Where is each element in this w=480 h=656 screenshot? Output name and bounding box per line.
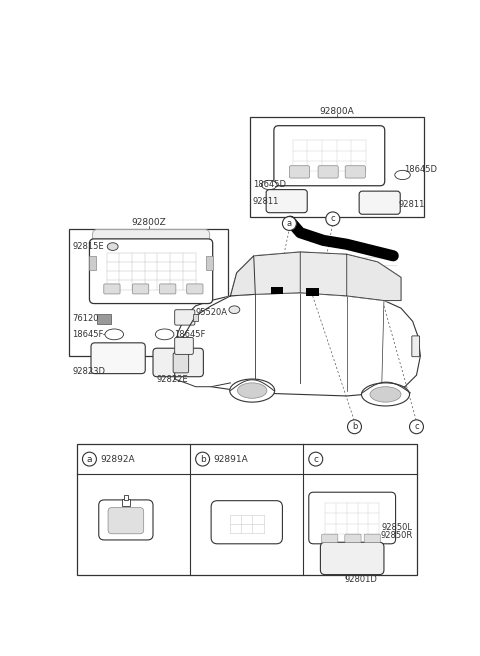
Text: 18645D: 18645D: [404, 165, 437, 174]
Text: 92811: 92811: [399, 199, 425, 209]
Text: 92850L: 92850L: [382, 523, 413, 532]
Bar: [69, 229, 228, 356]
Ellipse shape: [282, 216, 296, 230]
Bar: [306, 288, 319, 296]
Text: a: a: [87, 455, 92, 464]
Bar: [250, 117, 424, 217]
Text: 92850R: 92850R: [380, 531, 413, 540]
Bar: [123, 495, 128, 500]
Polygon shape: [175, 296, 230, 387]
FancyBboxPatch shape: [175, 310, 195, 325]
Ellipse shape: [395, 171, 410, 180]
Text: c: c: [331, 215, 335, 223]
Text: 92891A: 92891A: [214, 455, 248, 464]
Text: 76120: 76120: [72, 314, 99, 323]
Text: 92823D: 92823D: [72, 367, 106, 376]
Ellipse shape: [326, 212, 340, 226]
Text: 18645F: 18645F: [174, 330, 205, 339]
Polygon shape: [175, 293, 420, 396]
FancyBboxPatch shape: [93, 230, 210, 288]
FancyBboxPatch shape: [89, 239, 213, 304]
FancyBboxPatch shape: [277, 129, 382, 182]
Ellipse shape: [83, 452, 96, 466]
FancyBboxPatch shape: [321, 543, 384, 575]
FancyBboxPatch shape: [187, 284, 203, 294]
FancyBboxPatch shape: [345, 534, 361, 543]
Text: 18645D: 18645D: [253, 180, 286, 190]
FancyBboxPatch shape: [318, 166, 338, 178]
FancyBboxPatch shape: [211, 501, 282, 544]
Ellipse shape: [262, 180, 277, 190]
Ellipse shape: [409, 420, 423, 434]
Ellipse shape: [156, 329, 174, 340]
Text: 92800Z: 92800Z: [132, 218, 166, 227]
FancyBboxPatch shape: [153, 348, 204, 377]
Text: 92800A: 92800A: [320, 106, 354, 115]
Bar: [89, 256, 96, 270]
Ellipse shape: [370, 387, 401, 402]
Ellipse shape: [309, 452, 323, 466]
FancyBboxPatch shape: [289, 166, 310, 178]
FancyBboxPatch shape: [364, 534, 381, 543]
FancyBboxPatch shape: [412, 336, 420, 357]
FancyBboxPatch shape: [108, 508, 144, 534]
Ellipse shape: [230, 379, 275, 402]
FancyBboxPatch shape: [359, 191, 400, 215]
FancyBboxPatch shape: [91, 343, 145, 374]
Text: 92811: 92811: [253, 197, 279, 207]
Text: 92892A: 92892A: [100, 455, 135, 464]
FancyBboxPatch shape: [99, 500, 153, 540]
Ellipse shape: [348, 420, 361, 434]
Ellipse shape: [107, 243, 118, 251]
FancyBboxPatch shape: [274, 126, 385, 186]
Ellipse shape: [361, 383, 409, 406]
Bar: [97, 314, 111, 323]
Polygon shape: [230, 252, 401, 300]
Polygon shape: [230, 256, 255, 296]
Text: a: a: [287, 219, 292, 228]
Text: 92815E: 92815E: [72, 242, 104, 251]
FancyBboxPatch shape: [175, 337, 193, 354]
Polygon shape: [347, 255, 401, 300]
Text: c: c: [313, 455, 318, 464]
FancyBboxPatch shape: [345, 166, 365, 178]
Bar: [206, 256, 213, 270]
FancyBboxPatch shape: [159, 284, 176, 294]
Text: 95520A: 95520A: [196, 308, 228, 318]
Ellipse shape: [105, 329, 123, 340]
Text: c: c: [414, 422, 419, 431]
Ellipse shape: [196, 452, 210, 466]
FancyBboxPatch shape: [266, 190, 307, 213]
FancyBboxPatch shape: [132, 284, 149, 294]
FancyBboxPatch shape: [104, 284, 120, 294]
Polygon shape: [300, 252, 347, 296]
Bar: [122, 499, 130, 506]
Ellipse shape: [229, 306, 240, 314]
Text: 92801D: 92801D: [345, 575, 377, 584]
FancyBboxPatch shape: [309, 492, 396, 544]
Bar: [271, 287, 283, 295]
Ellipse shape: [238, 383, 267, 398]
Text: 92822E: 92822E: [157, 375, 189, 384]
Text: b: b: [352, 422, 357, 431]
FancyBboxPatch shape: [322, 534, 338, 543]
FancyBboxPatch shape: [173, 353, 189, 373]
Text: b: b: [200, 455, 205, 464]
Polygon shape: [255, 252, 300, 295]
Bar: [77, 445, 417, 575]
Text: 18645F: 18645F: [72, 330, 104, 339]
Bar: [193, 314, 198, 321]
